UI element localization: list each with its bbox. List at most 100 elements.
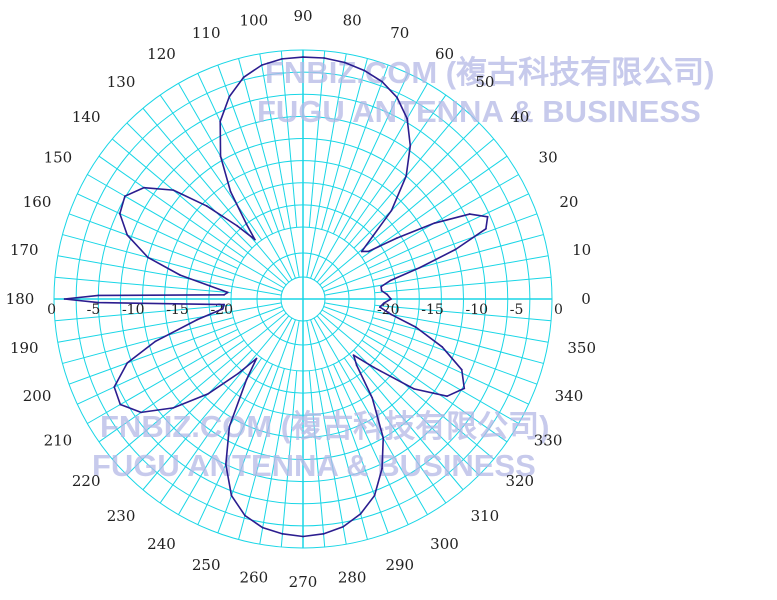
angle-tick-label: 110	[192, 24, 221, 42]
grid-spoke	[374, 304, 552, 322]
pattern-point	[97, 294, 100, 297]
grid-spoke	[77, 328, 238, 405]
grid-spoke	[343, 94, 447, 241]
pattern-point	[118, 212, 121, 215]
grid-spoke	[343, 357, 447, 504]
watermark-bottom: FNBIZ.COM (複古科技有限公司) FUGU ANTENNA & BUSI…	[92, 409, 549, 483]
pattern-point	[113, 386, 116, 388]
pattern-point	[261, 526, 264, 529]
grid-spoke	[319, 312, 495, 460]
pattern-point	[355, 364, 358, 367]
pattern-point	[381, 80, 384, 83]
pattern-point	[221, 307, 224, 310]
angle-tick-label: 240	[147, 535, 176, 553]
grid-spoke	[178, 83, 293, 281]
pattern-point	[179, 274, 182, 277]
angle-tick-label: 20	[559, 193, 578, 211]
pattern-point	[323, 57, 325, 59]
angle-tick-label: 90	[293, 7, 312, 25]
pattern-point	[463, 387, 466, 390]
grid-spoke	[316, 315, 464, 491]
radial-tick-label: -5	[510, 302, 524, 318]
angle-tick-label: 350	[567, 339, 596, 357]
radial-tick-label: 0	[47, 302, 56, 318]
pattern-point	[441, 346, 444, 348]
pattern-point	[433, 222, 436, 225]
radial-tick-label: -20	[377, 302, 400, 318]
grid-spoke	[321, 58, 368, 230]
radial-tick-labels: -20-20 -15-15 -10-10 -5-5 00	[47, 302, 563, 318]
angle-tick-label: 200	[23, 387, 52, 405]
pattern-point	[245, 378, 248, 381]
grid-spoke	[217, 319, 296, 534]
pattern-point	[143, 186, 145, 189]
angle-tick-label: 10	[572, 241, 591, 259]
pattern-point	[281, 57, 283, 60]
angle-tick-label: 300	[430, 535, 459, 553]
pattern-point	[255, 357, 258, 360]
pattern-point	[223, 293, 225, 296]
angle-tick-label: 130	[107, 73, 136, 91]
pattern-point	[124, 195, 126, 198]
pattern-point	[172, 189, 175, 192]
angle-tick-label: 230	[107, 507, 136, 525]
angle-tick-label: 150	[44, 149, 73, 167]
pattern-point	[460, 368, 463, 371]
watermark-bottom-line2: FUGU ANTENNA & BUSINESS	[92, 448, 536, 483]
grid-spoke	[310, 64, 389, 279]
grid-spoke	[353, 349, 480, 476]
grid-spoke	[310, 319, 389, 534]
grid-spoke	[259, 320, 300, 545]
pattern-point	[382, 302, 385, 305]
grid-spoke	[111, 138, 287, 286]
grid-spoke	[319, 138, 495, 286]
grid-spoke	[238, 58, 285, 230]
pattern-point	[363, 69, 366, 72]
angle-tick-label: 120	[147, 45, 176, 63]
pattern-point	[223, 303, 226, 306]
angle-tick-label: 50	[475, 73, 494, 91]
radial-tick-label: 0	[554, 302, 563, 318]
grid-spoke	[197, 364, 274, 525]
pattern-point	[343, 61, 346, 64]
watermark-top: FNBIZ.COM (複古科技有限公司) FUGU ANTENNA & BUSI…	[257, 55, 714, 129]
pattern-point	[395, 237, 398, 239]
grid-spoke	[321, 368, 368, 540]
angle-tick-label: 30	[539, 149, 558, 167]
grid-spoke	[353, 122, 480, 249]
grid-spoke	[54, 304, 232, 322]
angle-tick-label: 40	[510, 108, 529, 126]
angle-tick-labels: 0 10 20 30 40 50 60 70 80 90 100 110 120 130 140 150 160…	[6, 7, 596, 591]
grid-spoke	[332, 73, 409, 234]
angle-tick-label: 100	[240, 11, 269, 29]
grid-spoke	[306, 53, 347, 278]
pattern-point	[97, 301, 100, 304]
grid-spoke	[323, 213, 538, 292]
pattern-point	[119, 403, 122, 406]
grid-spoke	[54, 276, 232, 294]
pattern-point	[322, 532, 325, 535]
grid-spoke	[126, 349, 253, 476]
grid-spoke	[313, 317, 428, 515]
pattern-point	[342, 525, 345, 528]
pattern-point	[484, 227, 487, 230]
angle-tick-label: 340	[555, 387, 584, 405]
pattern-point	[371, 396, 374, 399]
radial-tick-label: -15	[421, 302, 444, 318]
pattern-point	[409, 144, 412, 147]
pattern-point	[207, 392, 210, 395]
pattern-point	[208, 285, 211, 287]
pattern-point	[405, 175, 408, 177]
grid-spoke	[57, 302, 282, 343]
radial-tick-label: -10	[466, 302, 489, 318]
angle-tick-label: 280	[338, 569, 367, 587]
pattern-point	[154, 340, 157, 343]
watermark-bottom-line1: FNBIZ.COM (複古科技有限公司)	[100, 409, 549, 444]
pattern-point	[418, 266, 421, 269]
grid-spoke	[374, 276, 552, 294]
angle-tick-label: 70	[390, 24, 409, 42]
pattern-point	[380, 285, 383, 288]
pattern-point	[244, 514, 246, 517]
series-layer	[63, 56, 489, 538]
